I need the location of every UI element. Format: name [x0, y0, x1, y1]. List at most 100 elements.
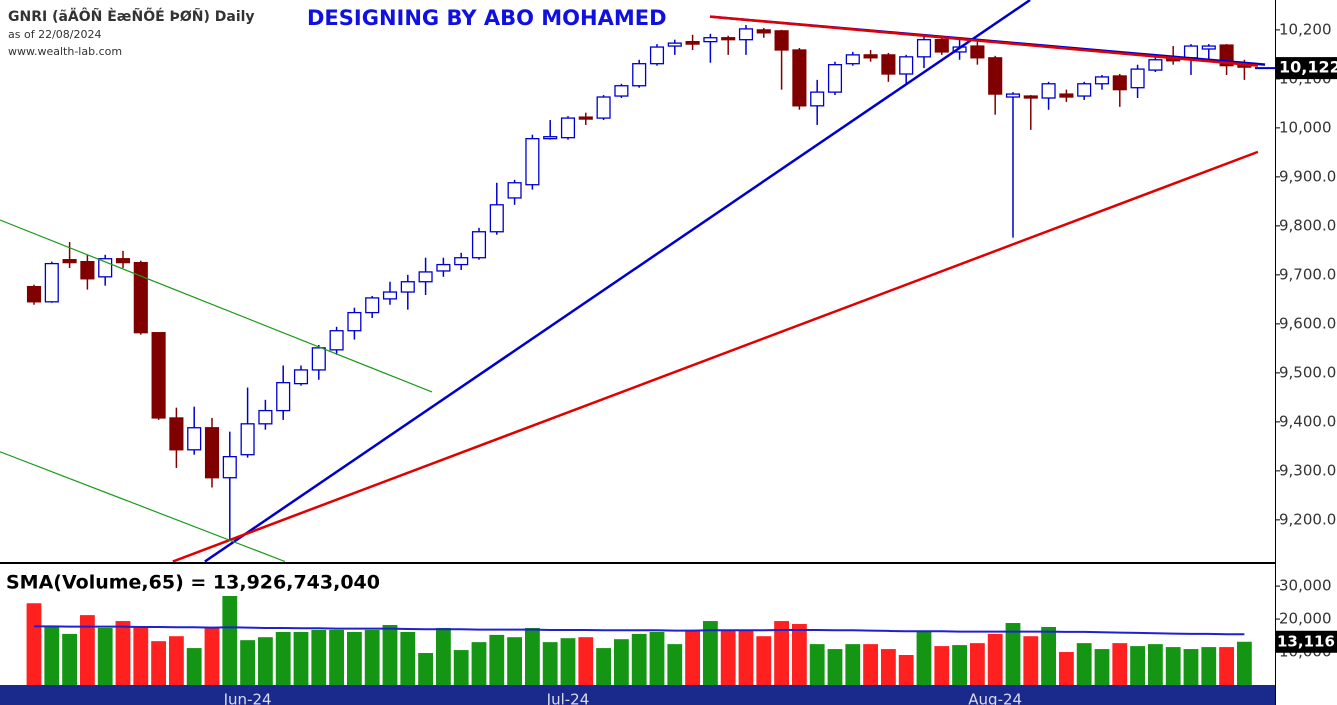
last-volume-label: 13,116: [1277, 632, 1335, 650]
volume-bar: [809, 644, 825, 685]
volume-tick-label: 20,000: [1279, 610, 1332, 628]
candle-body: [293, 369, 309, 385]
candle-body: [1130, 68, 1145, 89]
candle-body: [276, 382, 291, 412]
last-volume-box: [1276, 630, 1337, 653]
candle-body: [1005, 93, 1021, 98]
candle-body: [347, 311, 362, 332]
volume-tick-label: 30,000: [1279, 577, 1332, 595]
volume-bar: [845, 644, 861, 685]
candle-body: [881, 54, 896, 75]
volume-bar: [791, 624, 807, 685]
candle-body: [44, 262, 59, 303]
volume-bar: [329, 629, 345, 685]
volume-bar: [934, 646, 950, 685]
candle-body: [382, 291, 398, 300]
candle-body: [329, 330, 344, 351]
volume-pane: [26, 595, 1252, 685]
y-tick-label: 9,700.00: [1279, 265, 1337, 283]
volume-bar: [435, 627, 451, 685]
volume-bar: [275, 631, 291, 685]
source: www.wealth-lab.com: [8, 45, 122, 58]
candle-body: [721, 37, 736, 41]
volume-bar: [1219, 647, 1234, 685]
volume-bar: [240, 640, 256, 685]
volume-bar: [1147, 644, 1163, 685]
volume-bar: [1005, 623, 1021, 685]
candle-body: [1148, 59, 1163, 71]
x-tick-label: Jul-24: [546, 691, 590, 705]
volume-bar: [1041, 626, 1056, 685]
candle-body: [471, 231, 487, 259]
volume-bar: [1094, 649, 1110, 685]
candle-body: [738, 28, 754, 41]
candle-body: [632, 63, 647, 87]
volume-bar: [418, 653, 434, 685]
volume-bar: [524, 627, 540, 685]
volume-bar: [364, 629, 380, 685]
y-tick-label: 9,500.00: [1279, 363, 1337, 381]
candle-body: [1112, 75, 1127, 91]
y-tick-label: 9,900.00: [1279, 167, 1337, 185]
volume-bar: [560, 638, 576, 685]
last-price-box: [1276, 57, 1337, 80]
volume-bar: [400, 631, 416, 685]
volume-bar: [346, 631, 362, 685]
candle-body: [578, 116, 593, 120]
volume-bar: [26, 603, 42, 685]
volume-bar: [1023, 636, 1039, 685]
candle-body: [1023, 95, 1038, 99]
volume-bar: [880, 649, 896, 685]
candle-body: [543, 136, 558, 140]
candle-body: [703, 37, 718, 43]
trendline: [709, 15, 1259, 67]
volume-bar: [453, 650, 469, 685]
candle-body: [489, 204, 504, 233]
candle-body: [1094, 76, 1110, 85]
candle-body: [507, 182, 522, 199]
volume-bar: [257, 637, 273, 685]
volume-bar: [133, 626, 149, 685]
volume-bar: [1201, 647, 1217, 685]
volume-bar: [827, 649, 843, 685]
volume-bar: [631, 633, 647, 685]
volume-bar: [898, 655, 914, 685]
volume-bar: [1058, 652, 1074, 685]
candle-body: [436, 263, 451, 272]
volume-bar: [293, 631, 309, 685]
volume-bar: [115, 621, 131, 685]
annotation: DESIGNING BY ABO MOHAMED: [307, 6, 667, 30]
volume-bar: [863, 644, 878, 685]
candle-body: [454, 257, 469, 266]
volume-bar: [969, 643, 985, 685]
candle-body: [151, 332, 166, 419]
candle-body: [845, 54, 860, 65]
chart-title: GNRI (ãÄÔÑ ÈæÑÕÉ ÞØÑ) Daily: [8, 7, 255, 25]
candle-body: [400, 281, 415, 293]
volume-bar: [97, 627, 113, 685]
candle-body: [560, 117, 576, 139]
x-tick-label: Aug-24: [968, 691, 1022, 705]
y-tick-label: 9,300.00: [1279, 461, 1337, 479]
candle-body: [222, 456, 237, 479]
volume-bar: [1236, 641, 1252, 685]
candle-body: [240, 423, 255, 456]
volume-bar: [578, 637, 594, 685]
candle-body: [863, 54, 878, 59]
candle-body: [311, 347, 326, 371]
volume-title: SMA(Volume,65) = 13,926,743,040: [6, 572, 380, 594]
volume-bar: [507, 637, 523, 685]
price-pane: [0, 0, 1275, 562]
volume-bar: [151, 641, 167, 685]
candle-body: [916, 39, 932, 58]
chart-subtitle: as of 22/08/2024: [8, 28, 101, 41]
volume-bar: [987, 633, 1003, 685]
candle-body: [810, 91, 825, 107]
volume-bar: [44, 626, 60, 685]
volume-bar: [596, 648, 611, 685]
candle-body: [934, 39, 949, 53]
candle-body: [685, 40, 700, 45]
date-axis: Jun-24 Jul-24 Aug-24: [223, 691, 1022, 705]
candle-body: [115, 258, 131, 264]
